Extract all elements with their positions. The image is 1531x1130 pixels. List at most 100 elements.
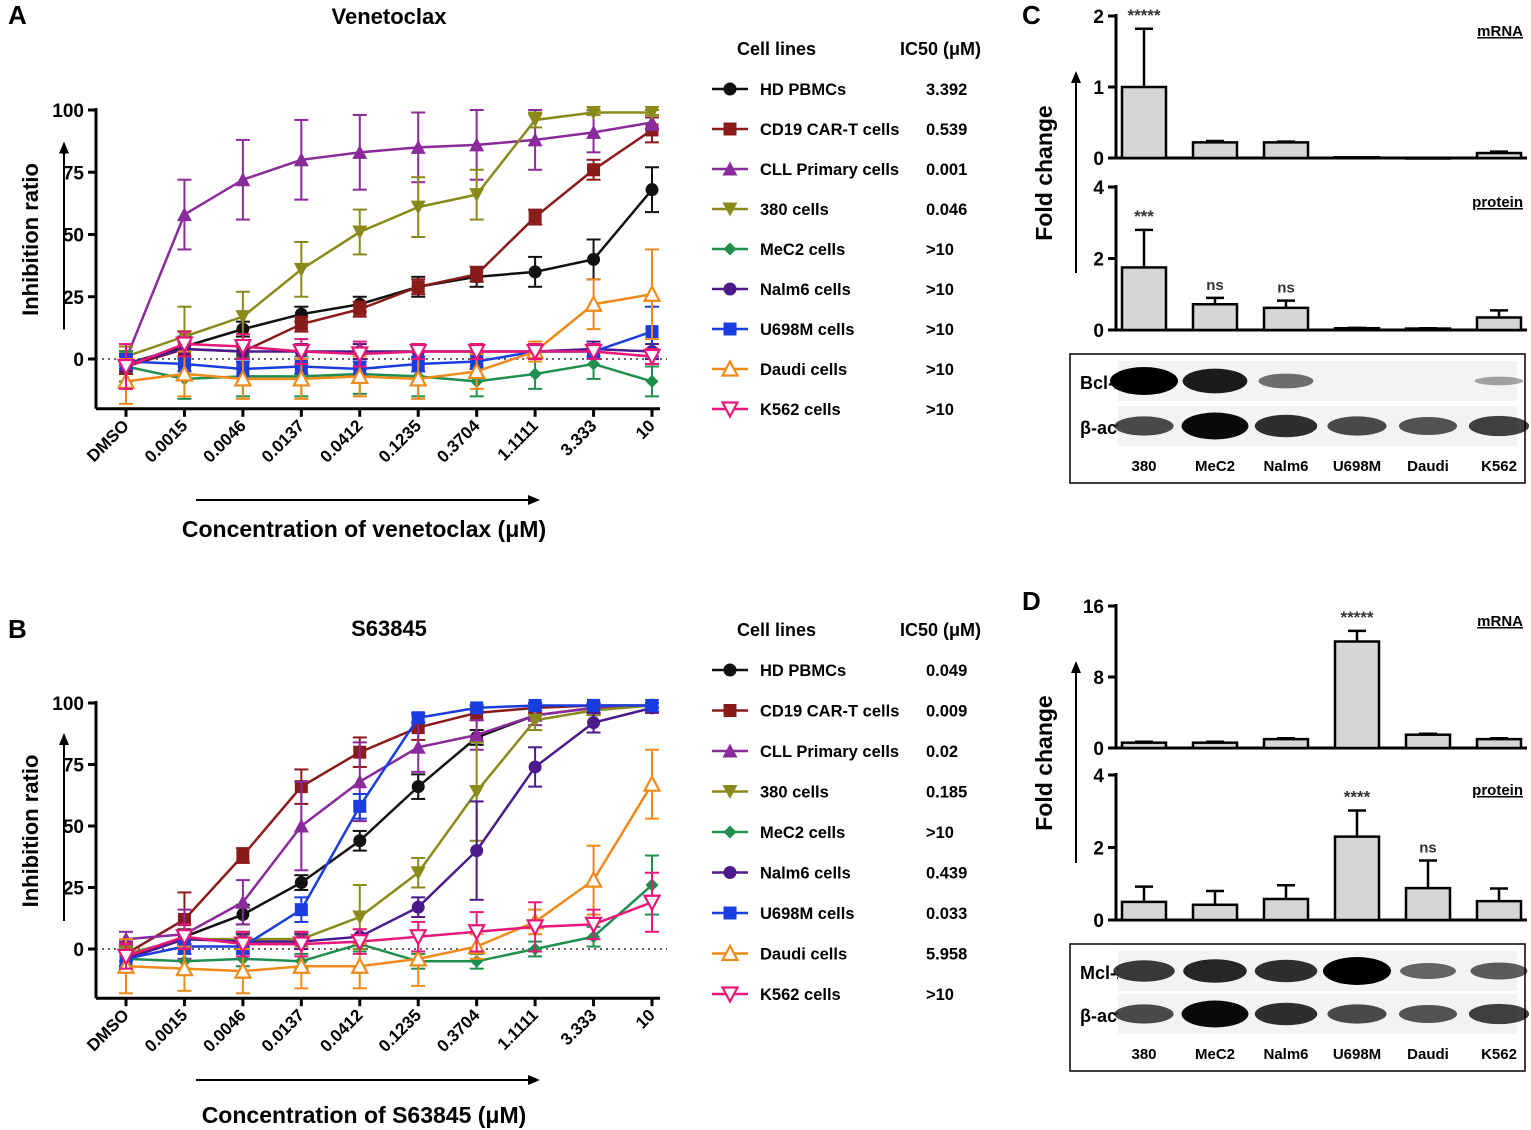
panel-a-data-point [235, 172, 251, 187]
panel-d-blot-band [1114, 1004, 1174, 1024]
panel-a-legend-ic50: >10 [926, 241, 954, 259]
panel-d-mrna-label: mRNA [1477, 613, 1523, 630]
panel-a-data-point [410, 200, 426, 215]
panel-c-mrna-bar [1262, 141, 1310, 160]
panel-b-data-point [294, 876, 308, 890]
panel-a-data-point [644, 114, 660, 129]
panel-b-series-line [125, 706, 653, 961]
panel-a-data-point [584, 294, 603, 312]
panel-b-x-tick-label: DMSO [83, 1006, 132, 1055]
panel-b-legend-ic50: >10 [926, 986, 954, 1004]
panel-b-data-point [175, 958, 194, 977]
panel-b-data-point [236, 849, 250, 863]
panel-b-data-point [291, 956, 311, 974]
panel-d-blot-band [1254, 959, 1318, 983]
panel-b-data-point [525, 919, 545, 937]
panel-a-data-point [527, 132, 543, 147]
panel-a-data-point [586, 124, 602, 139]
panel-a-series-mec2-cells [119, 348, 659, 400]
panel-b-data-point [642, 774, 662, 792]
panel-b-legend-ic50: >10 [926, 824, 954, 842]
panel-c-blot-band [1258, 373, 1314, 389]
panel-b-legend-label: CD19 CAR-T cells [760, 703, 899, 721]
panel-c-mrna-bar [1333, 156, 1381, 160]
panel-b-data-point [353, 799, 367, 813]
panel-d-mrna-bar [1262, 737, 1310, 750]
panel-d-lane-label: Daudi [1407, 1046, 1449, 1063]
panel-d-y-tick-label: 0 [1093, 911, 1104, 932]
panel-b-legend-label: MeC2 cells [760, 824, 845, 842]
panel-a-data-point [642, 348, 662, 367]
panel-a-legend-label: Nalm6 cells [760, 281, 851, 299]
panel-a-data-point [467, 343, 487, 362]
panel-a-data-point [291, 369, 311, 387]
panel-b-legend-label: CLL Primary cells [760, 743, 899, 761]
panel-b-series-k562-cells [116, 871, 662, 970]
panel-a-legend-ic50: >10 [926, 321, 954, 339]
panel-a-x-tick-label: 0.3704 [433, 416, 484, 467]
panel-a-series-line [125, 128, 653, 368]
panel-a-data-point [584, 343, 603, 362]
panel-c-significance-annotation: ns [1277, 280, 1295, 297]
panel-b-data-point [350, 956, 370, 974]
panel-a-legend-header-ic50: IC50 (μM) [900, 39, 981, 59]
panel-a-data-point [176, 207, 192, 222]
panel-b-data-point [350, 934, 370, 952]
panel-b-series-daudi-cells [116, 748, 662, 995]
panel-b-data-point [584, 916, 603, 935]
panel-a-data-point [116, 358, 136, 377]
panel-b-legend-header-cells: Cell lines [737, 620, 816, 640]
panel-b-legend-ic50: 5.958 [926, 946, 967, 964]
panel-letter-a: A [8, 0, 27, 30]
panel-b-legend-ic50: 0.009 [926, 703, 967, 721]
panel-b-legend-marker [723, 825, 737, 839]
panel-d-significance-annotation: ***** [1340, 608, 1373, 627]
panel-a-y-tick-label: 75 [63, 163, 85, 184]
panel-a-data-point [353, 302, 367, 316]
panel-a-data-point [587, 163, 601, 177]
panel-b-data-point [645, 698, 659, 712]
panel-d-lane-label: K562 [1481, 1046, 1517, 1063]
panel-a-legend: Cell lines IC50 (μM) HD PBMCs 3.392 CD19 CAR… [712, 39, 981, 419]
panel-a-data-point [528, 265, 542, 279]
panel-b-series-line [125, 704, 652, 961]
panel-a-data-point [644, 105, 660, 120]
panel-c-protein-bar [1191, 303, 1239, 332]
panel-b-data-point [235, 894, 251, 909]
panel-b-y-tick-label: 0 [73, 940, 84, 961]
panel-a-data-point [408, 369, 428, 387]
panel-d-blot-band [1323, 957, 1391, 985]
panel-d-blot-strip [1118, 994, 1517, 1034]
panel-c-mrna-bar [1191, 141, 1239, 160]
panel-c-blot-band [1110, 367, 1178, 395]
panel-d-y-tick-label: 8 [1093, 668, 1104, 689]
panel-c-blot-band [1254, 414, 1318, 438]
panel-a-data-point [293, 152, 309, 167]
panel-c-blot-band [1398, 416, 1458, 436]
panel-d-lane-label: 380 [1131, 1046, 1156, 1063]
panel-a-series-hd-pbmcs [119, 166, 659, 375]
panel-b-x-tick-label: 3.333 [557, 1006, 601, 1050]
panel-a-legend-marker [720, 401, 740, 419]
panel-a-data-point [645, 183, 659, 197]
panel-c-y-label: Fold change [1031, 105, 1057, 240]
panel-a-data-point [587, 252, 601, 266]
panel-a-data-point [350, 346, 370, 364]
panel-d-blot-band [1113, 960, 1175, 982]
panel-d-mrna-bar [1191, 741, 1239, 750]
panel-b-data-point [528, 760, 542, 774]
panel-b-series-line [125, 704, 653, 956]
panel-a-series-cd19-car-t-cells [119, 116, 659, 375]
panel-b-x-tick-label: 0.0046 [200, 1006, 250, 1056]
panel-c-blot-band [1114, 416, 1174, 436]
panel-a-series-k562-cells [116, 330, 662, 390]
panel-b-data-point [584, 870, 603, 888]
panel-c-protein-label: protein [1472, 194, 1523, 211]
panel-a-legend-ic50: >10 [926, 361, 954, 379]
panel-a-x-tick-label: DMSO [83, 416, 132, 465]
panel-d-mrna-bar [1404, 733, 1452, 750]
panel-c-lane-label: Nalm6 [1263, 458, 1308, 475]
panel-a-legend-marker [722, 202, 738, 217]
